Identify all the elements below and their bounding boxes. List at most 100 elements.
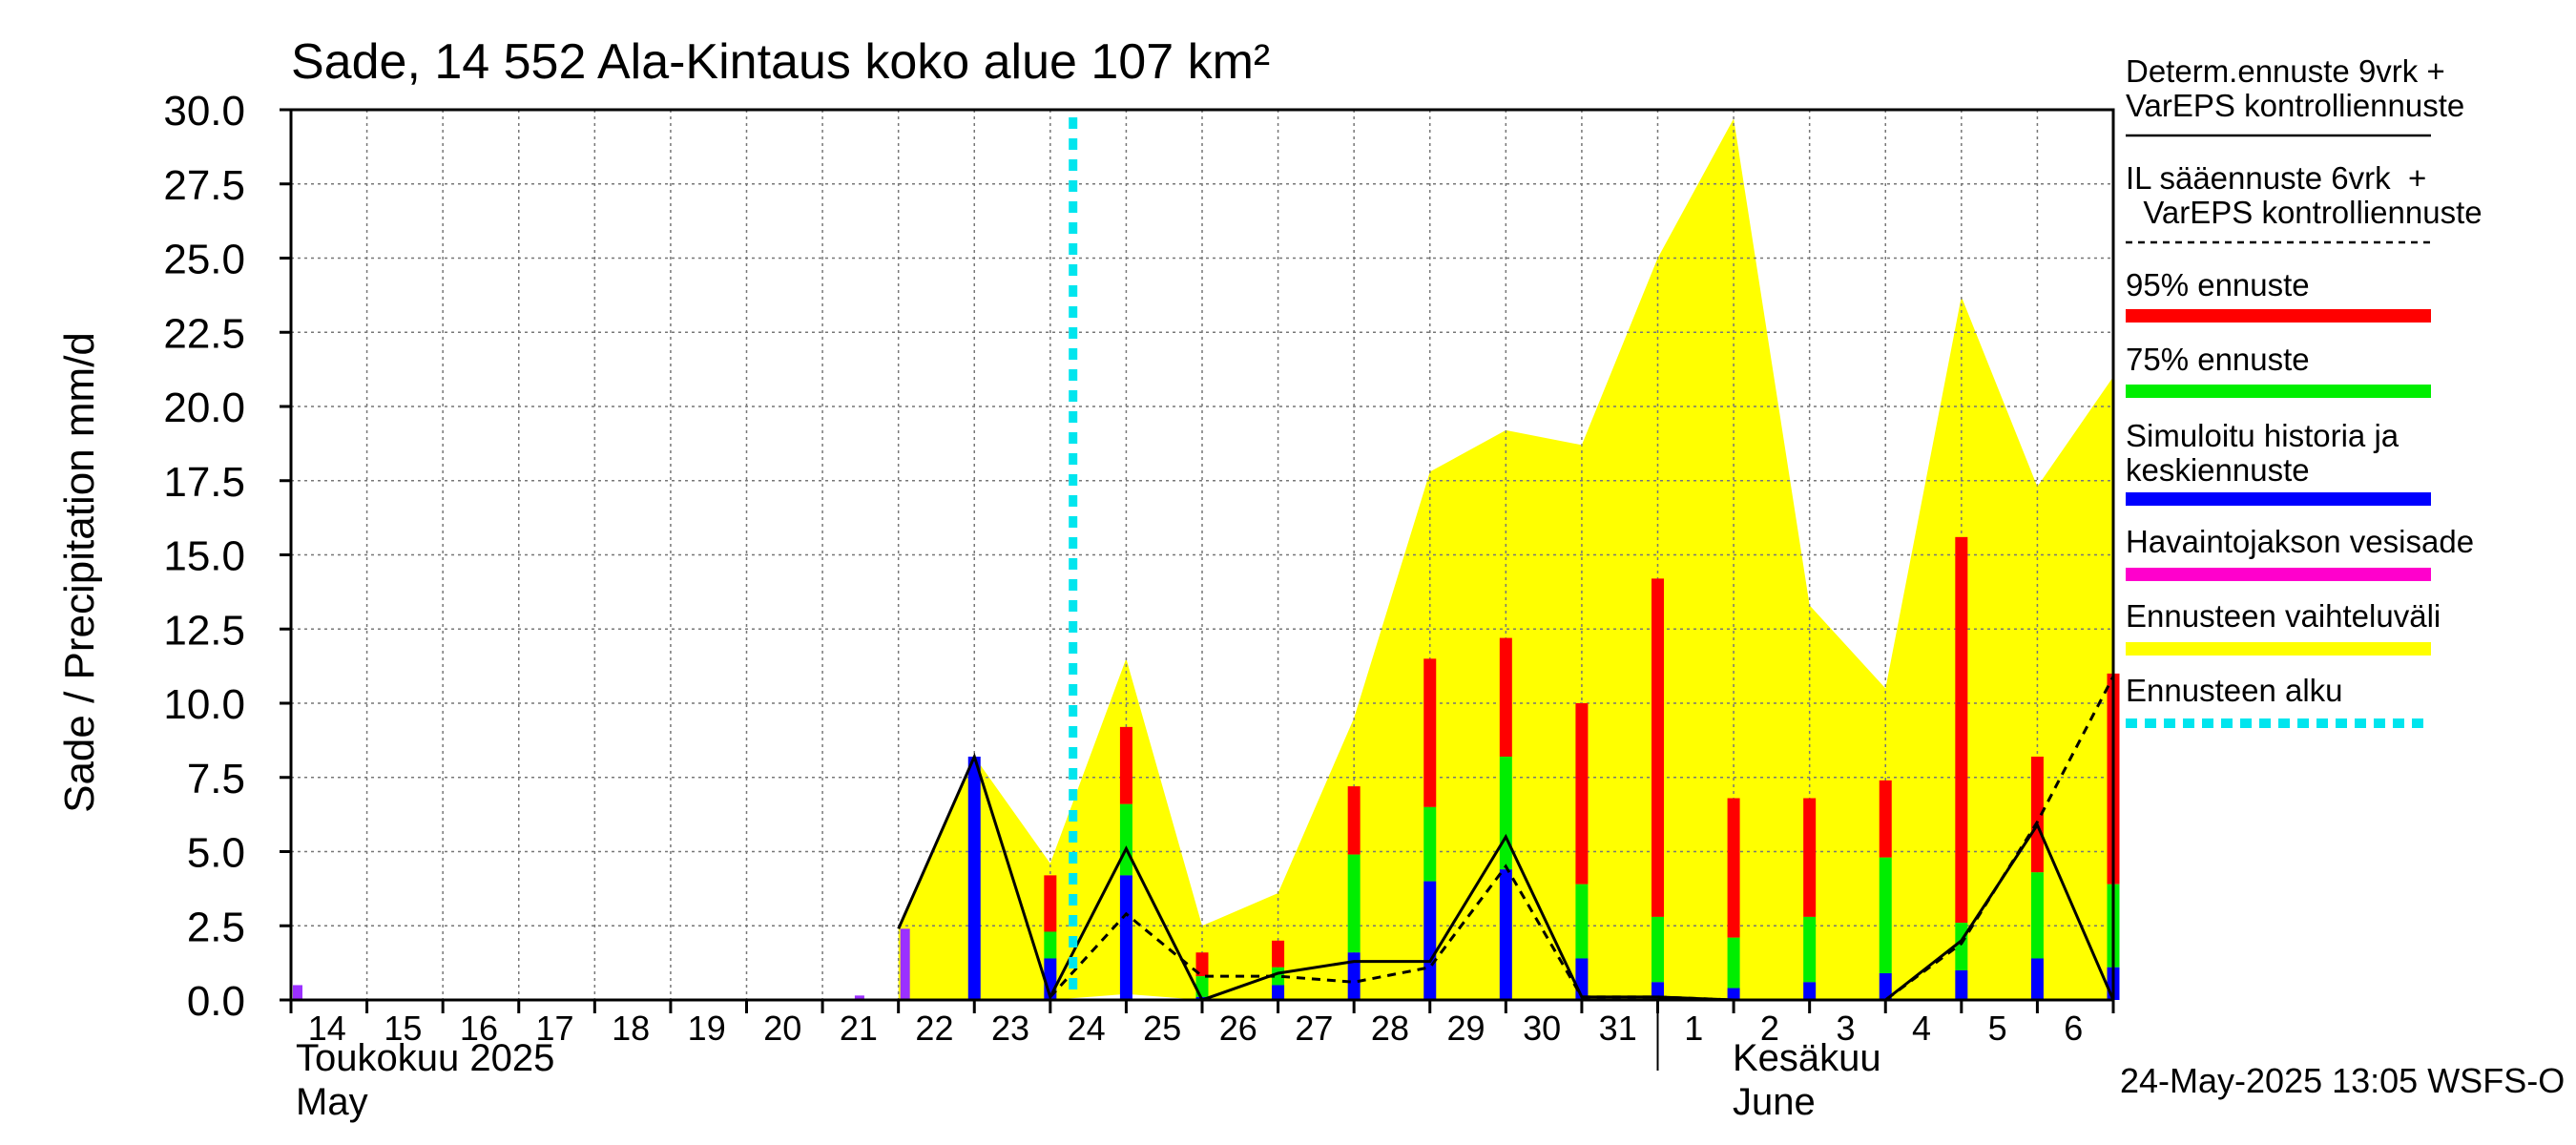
p75-bar — [2030, 872, 2044, 959]
observed-rain-bar — [293, 985, 302, 1000]
x-tick-label: 4 — [1912, 1009, 1931, 1048]
month-label-fi: Kesäkuu — [1733, 1037, 1881, 1079]
x-tick-label: 20 — [763, 1009, 801, 1048]
y-tick-label: 17.5 — [163, 459, 245, 506]
p95-bar — [1195, 952, 1209, 977]
p75-bar — [1803, 916, 1817, 983]
p95-bar — [1272, 940, 1285, 968]
x-tick-label: 5 — [1988, 1009, 2007, 1048]
x-tick-label: 27 — [1295, 1009, 1333, 1048]
x-tick-label: 28 — [1371, 1009, 1409, 1048]
p95-bar — [1803, 798, 1817, 917]
p95-bar — [1727, 798, 1740, 938]
p95-bar — [1044, 875, 1057, 932]
x-tick-label: 1 — [1684, 1009, 1703, 1048]
legend-swatch-bar — [2126, 492, 2431, 506]
x-tick-label: 29 — [1447, 1009, 1485, 1048]
x-tick-label: 21 — [840, 1009, 878, 1048]
legend-swatch-bar — [2126, 568, 2431, 581]
x-tick-label: 18 — [612, 1009, 650, 1048]
x-tick-label: 26 — [1219, 1009, 1257, 1048]
footer-timestamp: 24-May-2025 13:05 WSFS-O — [2120, 1061, 2565, 1100]
x-tick-label: 31 — [1599, 1009, 1637, 1048]
median-bar — [1272, 985, 1285, 1000]
median-bar — [1499, 869, 1512, 1000]
median-bar — [967, 756, 981, 1000]
p75-bar — [1879, 857, 1892, 974]
month-label-fi: Toukokuu 2025 — [296, 1037, 554, 1079]
observed-rain-bar — [900, 928, 910, 1000]
y-tick-label: 25.0 — [163, 237, 245, 283]
x-tick-label: 15 — [384, 1009, 422, 1048]
y-axis-label: Sade / Precipitation mm/d — [56, 332, 103, 813]
p95-bar — [1879, 780, 1892, 858]
median-bar — [1119, 875, 1132, 1000]
legend-swatch-bar — [2126, 385, 2431, 398]
y-tick-label: 30.0 — [163, 88, 245, 135]
median-bar — [1955, 969, 1968, 1000]
legend: Determ.ennuste 9vrk + VarEPS kontrollienn… — [2126, 53, 2483, 728]
median-bar — [1347, 952, 1361, 1000]
median-bar — [1879, 973, 1892, 1000]
p75-bar — [1044, 931, 1057, 959]
y-tick-label: 2.5 — [187, 904, 245, 950]
y-tick-label: 20.0 — [163, 385, 245, 431]
y-tick-label: 5.0 — [187, 830, 245, 877]
month-label-en: June — [1733, 1081, 1816, 1123]
median-bar — [1652, 982, 1664, 1000]
y-tick-label: 12.5 — [163, 607, 245, 654]
legend-label: Simuloitu historia ja keskiennuste — [2126, 418, 2399, 488]
chart-title: Sade, 14 552 Ala-Kintaus koko alue 107 k… — [291, 34, 1270, 90]
p75-bar — [1727, 937, 1740, 989]
legend-label: Ennusteen alku — [2126, 673, 2343, 708]
p75-bar — [1575, 884, 1589, 959]
plot-area: 0.0 2.5 5.0 7.5 10.0 12.5 15.0 17.5 20.0 22.5 25.0… — [163, 88, 2120, 1123]
x-tick-label: 23 — [991, 1009, 1029, 1048]
x-tick-label: 25 — [1143, 1009, 1181, 1048]
legend-label: IL sääennuste 6vrk + VarEPS kontrollienn… — [2126, 160, 2483, 230]
month-label-en: May — [296, 1081, 368, 1123]
y-tick-label: 10.0 — [163, 681, 245, 728]
median-bar — [1727, 988, 1740, 1000]
il-forecast-line — [1049, 676, 2115, 1002]
p95-bar — [1423, 658, 1437, 807]
x-tick-label: 24 — [1068, 1009, 1106, 1048]
legend-label: Ennusteen vaihteluväli — [2126, 598, 2441, 634]
x-tick-label: 19 — [688, 1009, 726, 1048]
legend-label: 75% ennuste — [2126, 342, 2310, 377]
p75-bar — [1347, 854, 1361, 953]
x-tick-label: 30 — [1523, 1009, 1561, 1048]
p75-bar — [1119, 803, 1132, 876]
x-tick-label: 6 — [2064, 1009, 2083, 1048]
x-tick-label: 3 — [1836, 1009, 1855, 1048]
observed-rain-bar — [854, 995, 864, 1000]
p95-bar — [1575, 703, 1589, 885]
p95-bar — [1652, 578, 1664, 917]
y-tick-label: 7.5 — [187, 756, 245, 802]
median-bar — [2030, 958, 2044, 1000]
x-tick-label: 17 — [536, 1009, 574, 1048]
x-tick-label: 2 — [1760, 1009, 1779, 1048]
legend-swatch-bar — [2126, 642, 2431, 656]
p95-bar — [2030, 756, 2044, 873]
legend-label: Havaintojakson vesisade — [2126, 524, 2474, 559]
y-tick-label: 0.0 — [187, 978, 245, 1025]
y-tick-label: 15.0 — [163, 533, 245, 580]
median-bar — [1423, 881, 1437, 1000]
p95-bar — [1119, 726, 1132, 804]
p95-bar — [1499, 637, 1512, 757]
x-tick-label: 14 — [308, 1009, 346, 1048]
p75-bar — [1423, 806, 1437, 882]
legend-swatch-bar — [2126, 309, 2431, 323]
legend-label: Determ.ennuste 9vrk + VarEPS kontrollienn… — [2126, 53, 2464, 123]
x-tick-label: 16 — [460, 1009, 498, 1048]
p95-bar — [1347, 786, 1361, 855]
p95-bar — [1955, 536, 1968, 924]
p75-bar — [1955, 923, 1968, 970]
y-tick-label: 27.5 — [163, 162, 245, 209]
legend-label: 95% ennuste — [2126, 267, 2310, 302]
median-bar — [1803, 982, 1817, 1000]
p75-bar — [1499, 756, 1512, 870]
y-tick-label: 22.5 — [163, 310, 245, 357]
